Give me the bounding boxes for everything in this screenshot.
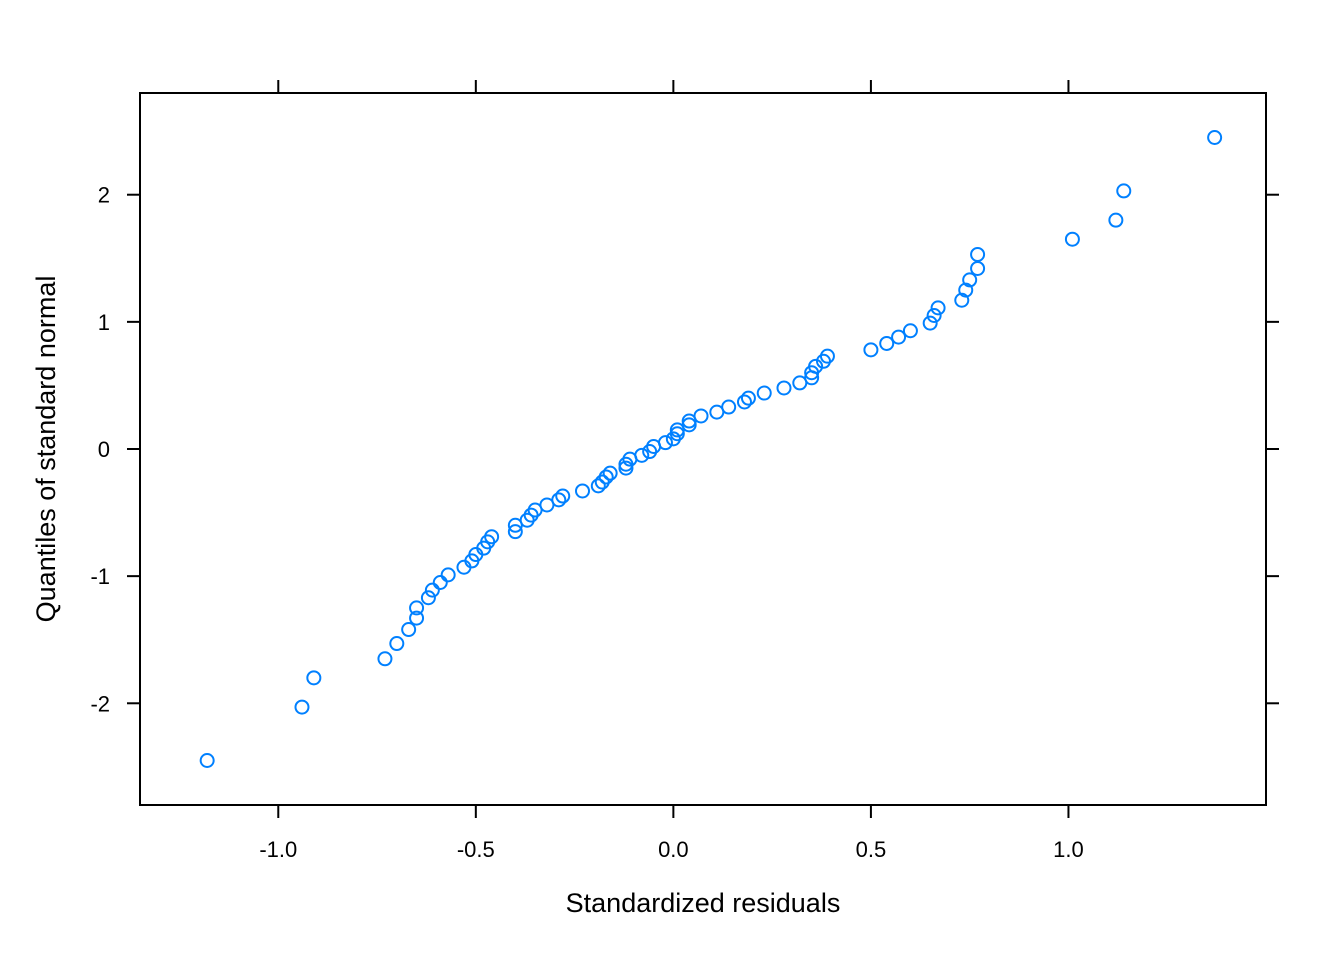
data-point: [681, 417, 697, 433]
data-point: [551, 492, 567, 508]
data-point: [1064, 231, 1080, 247]
data-point: [922, 315, 938, 331]
data-point: [930, 300, 946, 316]
data-point: [693, 408, 709, 424]
x-axis-title: Standardized residuals: [566, 888, 841, 918]
y-tick-label: -1: [90, 564, 110, 589]
data-point: [199, 753, 215, 768]
data-point: [1207, 130, 1223, 145]
data-point: [409, 600, 425, 616]
x-tick-label: 1.0: [1053, 837, 1084, 862]
y-axis-ticks: -2 -1 0 1 2: [90, 183, 1279, 716]
data-point: [401, 622, 417, 638]
y-axis-title: Quantiles of standard normal: [31, 276, 61, 623]
data-point: [484, 529, 500, 545]
data-point: [618, 460, 634, 476]
data-point: [740, 390, 756, 406]
data-point: [926, 308, 942, 323]
data-point: [1108, 212, 1124, 228]
data-point: [879, 335, 895, 351]
x-tick-label: 0.0: [658, 837, 689, 862]
data-point: [602, 465, 618, 481]
data-points: [199, 130, 1223, 768]
data-point: [424, 582, 440, 598]
data-point: [970, 246, 986, 262]
x-tick-label: 0.5: [856, 837, 887, 862]
data-point: [432, 575, 448, 590]
data-point: [1116, 183, 1132, 199]
data-point: [819, 348, 835, 364]
data-point: [420, 590, 436, 606]
x-tick-label: -0.5: [457, 837, 495, 862]
data-point: [574, 483, 590, 499]
data-point: [954, 292, 970, 308]
data-point: [721, 399, 737, 415]
data-point: [962, 272, 978, 288]
data-point: [657, 435, 673, 451]
data-point: [970, 260, 986, 276]
x-tick-label: -1.0: [259, 837, 297, 862]
data-point: [507, 524, 523, 540]
data-point: [891, 329, 907, 345]
y-tick-label: 1: [98, 310, 110, 335]
data-point: [902, 323, 918, 339]
data-point: [958, 282, 974, 298]
data-point: [736, 394, 752, 410]
y-tick-label: 2: [98, 183, 110, 208]
y-tick-label: -2: [90, 691, 110, 716]
data-point: [377, 651, 393, 667]
data-point: [294, 699, 310, 715]
plot-frame: [139, 92, 1267, 806]
data-point: [634, 447, 650, 463]
data-point: [409, 610, 425, 626]
data-point: [306, 670, 322, 686]
data-point: [863, 342, 879, 358]
data-point: [808, 358, 824, 374]
data-point: [598, 469, 614, 485]
data-point: [555, 488, 571, 504]
data-point: [776, 380, 792, 396]
data-point: [756, 385, 772, 401]
x-axis-ticks: -1.0 -0.5 0.0 0.5 1.0: [259, 80, 1084, 862]
y-tick-label: 0: [98, 437, 110, 462]
data-point: [440, 567, 456, 583]
data-point: [389, 636, 405, 652]
data-point: [669, 426, 685, 442]
data-point: [590, 478, 606, 494]
